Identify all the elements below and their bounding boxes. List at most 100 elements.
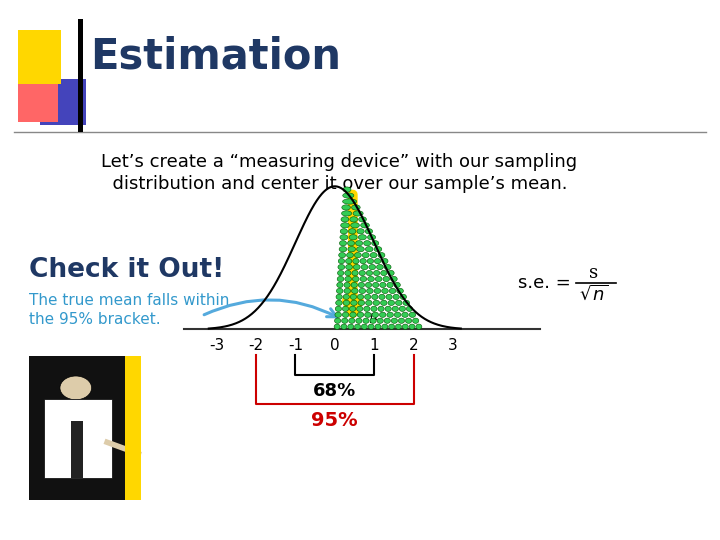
Ellipse shape xyxy=(357,312,364,318)
Ellipse shape xyxy=(354,253,361,258)
Bar xyxy=(125,356,141,500)
Ellipse shape xyxy=(343,193,354,198)
Bar xyxy=(40,79,86,125)
Ellipse shape xyxy=(392,306,398,312)
Ellipse shape xyxy=(343,306,348,312)
Ellipse shape xyxy=(334,324,340,329)
Ellipse shape xyxy=(346,253,354,258)
Ellipse shape xyxy=(375,324,381,329)
Ellipse shape xyxy=(382,288,388,294)
Ellipse shape xyxy=(383,276,390,282)
Text: 3: 3 xyxy=(448,338,458,353)
Text: The true mean falls within: The true mean falls within xyxy=(29,293,229,308)
Ellipse shape xyxy=(366,300,372,306)
Ellipse shape xyxy=(351,222,359,228)
Ellipse shape xyxy=(357,228,364,234)
Ellipse shape xyxy=(382,324,388,329)
Ellipse shape xyxy=(343,300,350,306)
Ellipse shape xyxy=(336,294,342,300)
Ellipse shape xyxy=(339,247,347,252)
Ellipse shape xyxy=(382,259,388,264)
Ellipse shape xyxy=(348,324,354,329)
Ellipse shape xyxy=(362,253,369,258)
Ellipse shape xyxy=(388,271,394,276)
Circle shape xyxy=(60,376,91,400)
Ellipse shape xyxy=(359,282,364,288)
Ellipse shape xyxy=(413,318,419,323)
Ellipse shape xyxy=(337,282,343,288)
Ellipse shape xyxy=(368,324,374,329)
Ellipse shape xyxy=(364,312,371,318)
Ellipse shape xyxy=(341,211,351,216)
Ellipse shape xyxy=(402,312,408,318)
Ellipse shape xyxy=(387,282,393,288)
Ellipse shape xyxy=(384,318,390,323)
Ellipse shape xyxy=(390,288,396,294)
Ellipse shape xyxy=(379,282,386,288)
Ellipse shape xyxy=(338,253,346,258)
Ellipse shape xyxy=(389,324,395,329)
Ellipse shape xyxy=(349,234,357,240)
Ellipse shape xyxy=(373,300,379,306)
Ellipse shape xyxy=(356,247,364,252)
Ellipse shape xyxy=(402,324,408,329)
Ellipse shape xyxy=(372,294,378,300)
Ellipse shape xyxy=(391,318,397,323)
Ellipse shape xyxy=(349,306,356,312)
Ellipse shape xyxy=(395,300,402,306)
Ellipse shape xyxy=(368,276,374,282)
Ellipse shape xyxy=(341,222,349,228)
Ellipse shape xyxy=(342,205,351,210)
Ellipse shape xyxy=(397,288,403,294)
Ellipse shape xyxy=(394,282,400,288)
Ellipse shape xyxy=(378,253,385,258)
Ellipse shape xyxy=(361,324,367,329)
Text: 95%: 95% xyxy=(312,410,358,430)
Ellipse shape xyxy=(370,318,377,323)
Ellipse shape xyxy=(400,306,405,312)
Text: Check it Out!: Check it Out! xyxy=(29,257,224,283)
Ellipse shape xyxy=(346,265,353,269)
Ellipse shape xyxy=(337,276,344,282)
Ellipse shape xyxy=(348,241,354,246)
Ellipse shape xyxy=(372,241,379,246)
Ellipse shape xyxy=(409,324,415,329)
Ellipse shape xyxy=(358,300,364,306)
Ellipse shape xyxy=(372,282,379,288)
Ellipse shape xyxy=(409,312,415,318)
Ellipse shape xyxy=(386,294,392,300)
Ellipse shape xyxy=(353,259,359,264)
Ellipse shape xyxy=(395,324,402,329)
Ellipse shape xyxy=(371,306,377,312)
Ellipse shape xyxy=(369,265,376,269)
Ellipse shape xyxy=(345,271,351,276)
Ellipse shape xyxy=(351,205,360,210)
Bar xyxy=(18,81,58,122)
Ellipse shape xyxy=(351,288,358,294)
Ellipse shape xyxy=(361,222,369,228)
Ellipse shape xyxy=(359,217,366,222)
Ellipse shape xyxy=(379,294,385,300)
Ellipse shape xyxy=(338,271,344,276)
Text: Let’s create a “measuring device” with our sampling: Let’s create a “measuring device” with o… xyxy=(101,153,577,171)
Text: -2: -2 xyxy=(248,338,264,353)
Ellipse shape xyxy=(374,259,381,264)
Ellipse shape xyxy=(356,306,363,312)
Ellipse shape xyxy=(395,312,401,318)
Ellipse shape xyxy=(335,318,341,323)
Ellipse shape xyxy=(341,318,348,323)
Ellipse shape xyxy=(336,288,343,294)
Ellipse shape xyxy=(367,259,374,264)
Ellipse shape xyxy=(379,312,386,318)
Ellipse shape xyxy=(393,294,400,300)
Ellipse shape xyxy=(416,324,422,329)
Ellipse shape xyxy=(352,276,359,282)
Ellipse shape xyxy=(364,241,371,246)
Ellipse shape xyxy=(348,228,356,234)
Ellipse shape xyxy=(406,306,413,312)
Ellipse shape xyxy=(372,312,379,318)
Text: 2: 2 xyxy=(409,338,418,353)
Ellipse shape xyxy=(400,294,407,300)
Ellipse shape xyxy=(359,234,366,240)
Ellipse shape xyxy=(388,300,395,306)
